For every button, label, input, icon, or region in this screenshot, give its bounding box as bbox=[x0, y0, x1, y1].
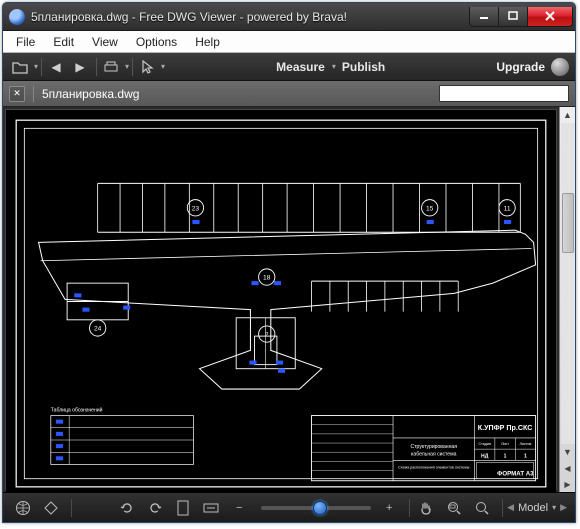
scroll-left-icon[interactable]: ◀ bbox=[561, 460, 575, 476]
zoom-region-icon[interactable] bbox=[442, 496, 466, 520]
tab-filename[interactable]: 5планировка.dwg bbox=[42, 87, 139, 101]
menu-bar: File Edit View Options Help bbox=[3, 31, 575, 53]
tab-close-icon[interactable]: ✕ bbox=[9, 86, 25, 102]
svg-text:кабельная система: кабельная система bbox=[411, 451, 457, 457]
zoom-plus-icon[interactable]: + bbox=[377, 496, 401, 520]
diamond-icon[interactable] bbox=[39, 496, 63, 520]
brava-logo-icon bbox=[551, 58, 569, 76]
layout-dropdown[interactable]: Model bbox=[518, 502, 548, 514]
svg-text:НД: НД bbox=[481, 453, 489, 459]
publish-button[interactable]: Publish bbox=[342, 60, 385, 74]
tab-strip: ✕ 5планировка.dwg bbox=[3, 81, 575, 107]
menu-help[interactable]: Help bbox=[186, 33, 229, 51]
app-icon bbox=[9, 9, 25, 25]
svg-text:Стадия: Стадия bbox=[478, 442, 490, 446]
nav-back-icon[interactable]: ◀ bbox=[45, 56, 67, 78]
svg-text:2: 2 bbox=[265, 332, 269, 339]
measure-button[interactable]: Measure bbox=[276, 60, 325, 74]
svg-text:Таблица обозначений: Таблица обозначений bbox=[51, 406, 103, 413]
svg-text:Схема расположения элементов с: Схема расположения элементов системы bbox=[398, 466, 470, 470]
svg-text:23: 23 bbox=[192, 205, 200, 212]
svg-text:18: 18 bbox=[263, 275, 271, 282]
svg-text:1: 1 bbox=[524, 453, 527, 459]
scroll-thumb[interactable] bbox=[562, 193, 574, 253]
menu-edit[interactable]: Edit bbox=[44, 33, 83, 51]
svg-text:Структурированная: Структурированная bbox=[411, 444, 458, 450]
menu-options[interactable]: Options bbox=[127, 33, 186, 51]
svg-text:ФОРМАТ А3: ФОРМАТ А3 bbox=[497, 471, 534, 478]
svg-text:Лист: Лист bbox=[501, 442, 509, 446]
drawing-canvas[interactable]: 23151118242Таблица обозначенийК.УПФР Пр.… bbox=[5, 109, 557, 490]
vertical-scrollbar[interactable]: ▲ ▼ ◀ ▶ bbox=[559, 107, 575, 492]
pan-hand-icon[interactable] bbox=[414, 496, 438, 520]
zoom-handle[interactable] bbox=[313, 501, 327, 515]
scroll-up-icon[interactable]: ▲ bbox=[561, 107, 575, 123]
globe-icon[interactable] bbox=[11, 496, 35, 520]
zoom-minus-icon[interactable]: − bbox=[227, 496, 251, 520]
magnify-icon[interactable] bbox=[470, 496, 494, 520]
close-button[interactable] bbox=[527, 7, 573, 27]
nav-forward-icon[interactable]: ▶ bbox=[69, 56, 91, 78]
svg-text:15: 15 bbox=[426, 205, 434, 212]
scroll-down-icon[interactable]: ▼ bbox=[561, 444, 575, 460]
svg-text:Листов: Листов bbox=[519, 442, 531, 446]
svg-text:24: 24 bbox=[94, 326, 102, 333]
maximize-button[interactable] bbox=[498, 7, 528, 27]
scroll-right-icon[interactable]: ▶ bbox=[561, 476, 575, 492]
fit-width-icon[interactable] bbox=[199, 496, 223, 520]
svg-text:1: 1 bbox=[504, 453, 507, 459]
svg-text:К.УПФР Пр.СКС: К.УПФР Пр.СКС bbox=[478, 424, 533, 432]
main-toolbar: ▾ ◀ ▶ ▾ ▾ Measure▾ Publish Upgrade bbox=[3, 53, 575, 81]
rotate-cw-icon[interactable] bbox=[143, 496, 167, 520]
search-input[interactable] bbox=[439, 85, 569, 102]
svg-text:11: 11 bbox=[504, 205, 511, 212]
print-icon[interactable] bbox=[100, 56, 122, 78]
pointer-icon[interactable] bbox=[136, 56, 158, 78]
upgrade-button[interactable]: Upgrade bbox=[496, 60, 545, 74]
menu-view[interactable]: View bbox=[83, 33, 127, 51]
rotate-ccw-icon[interactable] bbox=[115, 496, 139, 520]
zoom-slider[interactable] bbox=[261, 506, 371, 510]
page-icon[interactable] bbox=[171, 496, 195, 520]
minimize-button[interactable] bbox=[469, 7, 499, 27]
bottom-toolbar: − + ◀ Model ▾ ▶ bbox=[3, 492, 575, 522]
menu-file[interactable]: File bbox=[7, 33, 44, 51]
open-icon[interactable] bbox=[9, 56, 31, 78]
window-title: 5планировка.dwg - Free DWG Viewer - powe… bbox=[31, 10, 470, 24]
